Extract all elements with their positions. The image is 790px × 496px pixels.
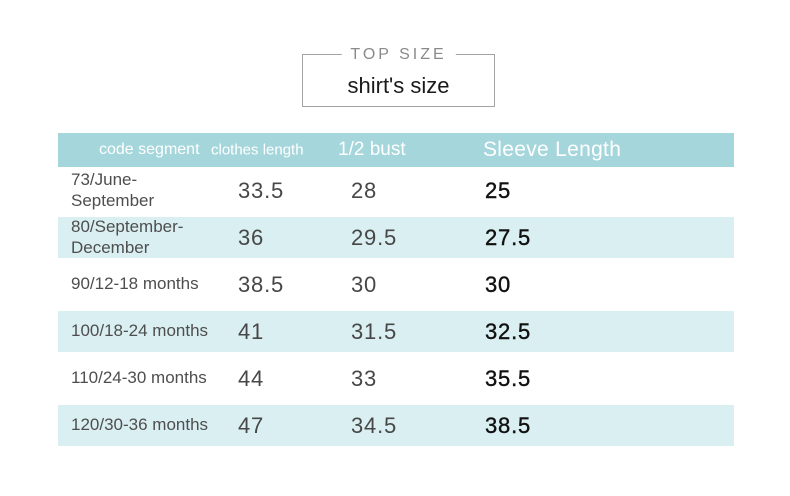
cell-sleeve-length: 32.5 xyxy=(485,318,532,344)
table-row: 110/24-30 months 44 33 35.5 xyxy=(58,355,734,402)
title-box-label: shirt's size xyxy=(347,72,450,98)
title-legend: TOP SIZE xyxy=(341,46,456,64)
cell-clothes-length: 41 xyxy=(238,318,265,344)
cell-code-segment: 100/18-24 months xyxy=(71,321,209,341)
table-row: 73/June- September 33.5 28 25 xyxy=(58,167,734,214)
cell-clothes-length: 36 xyxy=(238,224,265,250)
cell-code-segment: 90/12-18 months xyxy=(71,274,199,294)
cell-code-segment: 120/30-36 months xyxy=(71,415,209,435)
cell-clothes-length: 38.5 xyxy=(238,271,285,297)
cell-sleeve-length: 27.5 xyxy=(485,224,532,250)
cell-half-bust: 34.5 xyxy=(351,412,398,438)
cell-code-segment: 73/June- September xyxy=(71,170,155,210)
table-row: 90/12-18 months 38.5 30 30 xyxy=(58,261,734,308)
cell-half-bust: 29.5 xyxy=(351,224,398,250)
table-row: 100/18-24 months 41 31.5 32.5 xyxy=(58,308,734,355)
header-cell-half-bust: 1/2 bust xyxy=(338,139,406,160)
cell-half-bust: 30 xyxy=(351,271,378,297)
size-table: code segment clothes length 1/2 bust Sle… xyxy=(58,133,734,449)
cell-code-segment: 110/24-30 months xyxy=(71,368,207,388)
cell-half-bust: 28 xyxy=(351,177,378,203)
cell-sleeve-length: 25 xyxy=(485,177,512,203)
cell-code-segment: 80/September- December xyxy=(71,217,184,257)
table-header-row: code segment clothes length 1/2 bust Sle… xyxy=(58,133,734,167)
cell-clothes-length: 33.5 xyxy=(238,177,285,203)
table-row: 120/30-36 months 47 34.5 38.5 xyxy=(58,402,734,449)
cell-sleeve-length: 30 xyxy=(485,271,512,297)
cell-sleeve-length: 35.5 xyxy=(485,365,532,391)
table-row: 80/September- December 36 29.5 27.5 xyxy=(58,214,734,261)
header-cell-code-segment: code segment xyxy=(99,141,200,159)
header-cell-sleeve-length: Sleeve Length xyxy=(483,138,622,161)
header-cell-clothes-length: clothes length xyxy=(211,141,304,159)
title-box: TOP SIZE shirt's size xyxy=(302,46,495,107)
cell-clothes-length: 47 xyxy=(238,412,265,438)
cell-half-bust: 33 xyxy=(351,365,378,391)
cell-half-bust: 31.5 xyxy=(351,318,398,344)
cell-clothes-length: 44 xyxy=(238,365,265,391)
cell-sleeve-length: 38.5 xyxy=(485,412,532,438)
